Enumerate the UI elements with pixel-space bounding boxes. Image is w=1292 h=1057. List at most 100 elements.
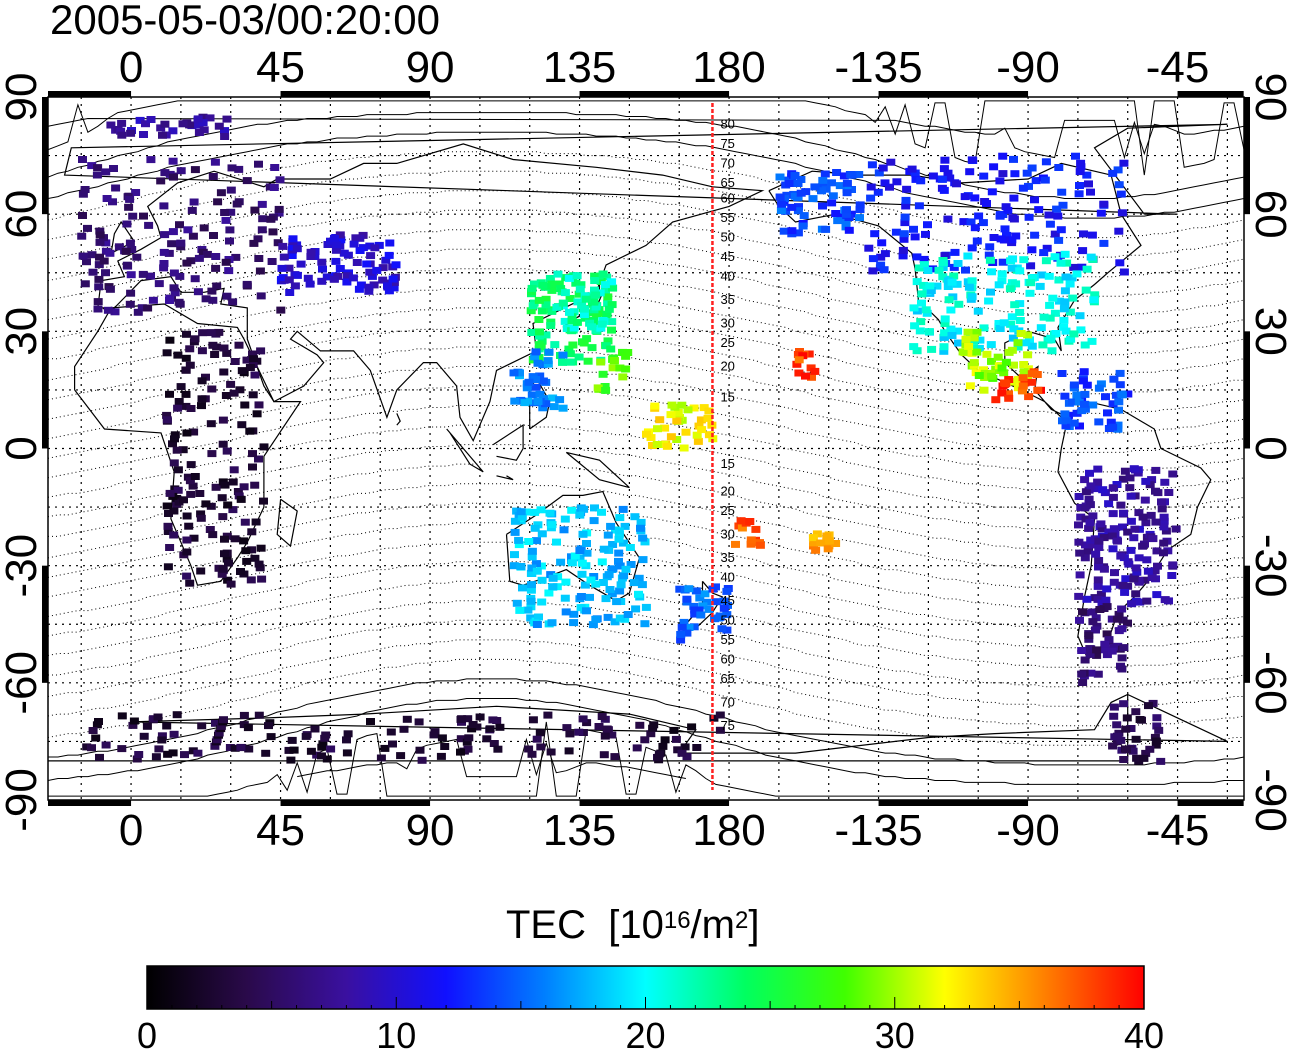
tec-cell [543,711,553,719]
tec-cell [597,320,607,328]
tec-cell [121,247,131,255]
tec-cell [1110,569,1119,577]
tec-cell [547,619,557,627]
tec-cell [676,636,686,644]
contour-labels: 8075706560555045403530252015152025303540… [720,116,734,732]
tec-cell [591,580,601,588]
tec-cell [587,323,596,331]
tec-cell [156,124,166,132]
tec-cell [580,305,589,313]
tec-cell [194,129,204,136]
tec-cell [266,733,276,741]
tec-cell [559,526,569,534]
lon-tick-bottom: -135 [835,806,923,855]
tec-cell [1093,485,1102,493]
tec-cell [928,265,938,273]
tec-cell [1082,595,1092,603]
tec-cell [1124,560,1134,568]
tec-cell [252,410,262,418]
tec-cell [342,278,352,286]
tec-cell [174,298,184,306]
tec-cell [138,270,148,278]
tec-cell [1009,361,1018,369]
tec-cell [310,725,320,733]
tec-cell [303,274,313,282]
tec-cell [223,576,233,584]
tec-cell [677,401,687,409]
tec-cell [1008,334,1018,342]
tec-cell [117,131,127,139]
tec-cell [790,192,800,200]
tec-cell [154,745,164,753]
tec-cell [1126,492,1136,500]
tec-cell [220,535,229,543]
tec-cell [939,165,949,173]
colorbar-title: TEC [1016/m2] [506,902,759,948]
tec-cell [593,384,603,392]
tec-cell [969,359,979,367]
tec-cell [164,249,174,257]
tec-cell [792,360,802,368]
tec-cell [239,537,249,545]
tec-cell [590,504,599,512]
tec-cell [993,353,1003,361]
tec-cell [95,253,104,261]
tec-cell [329,275,339,283]
bottom-bar [579,800,730,806]
tec-cell [1034,206,1044,214]
tec-cell [692,431,702,439]
tec-cell [1157,505,1167,513]
magnetic-contour [48,483,1244,571]
tec-cell [926,287,936,294]
tec-cell [510,551,519,559]
tec-cell [964,283,974,291]
magnetic-contour [48,268,1244,356]
tec-cell [167,240,177,248]
tec-cell [921,306,931,314]
tec-cell [916,177,926,185]
tec-cell [960,193,970,201]
tec-cell [949,272,959,280]
tec-cell [576,593,586,600]
tec-cell [83,224,92,232]
tec-cell [456,748,465,756]
tec-cell [207,385,217,393]
tec-cell [1047,347,1057,355]
tec-cell [662,442,672,450]
tec-cell [230,744,240,752]
tec-cell [198,119,208,127]
tec-cell [912,278,922,286]
tec-cell [596,358,606,366]
tec-cell [94,275,104,283]
tec-cell [1160,478,1170,486]
tec-cell [250,481,260,489]
tec-cell [666,433,676,441]
contour-label: 55 [720,210,734,225]
tec-cell [288,235,298,243]
tec-cell [1001,380,1011,388]
tec-cell [1116,190,1126,198]
tec-cell [1080,476,1090,484]
tec-cell [1023,331,1033,339]
tec-cell [579,311,589,319]
tec-cell [700,590,710,598]
tec-cell [696,611,706,619]
tec-cell [165,390,174,398]
tec-cell [910,322,920,330]
tec-cell [902,185,912,193]
tec-cell [168,228,178,236]
contour-label: 40 [720,569,734,584]
tec-cell [1142,597,1152,605]
tec-cell [195,490,205,497]
tec-cell [690,606,700,614]
tec-cell [274,209,284,217]
tec-cell [689,404,699,412]
tec-cell [538,404,548,412]
tec-cell [229,389,239,397]
tec-cell [126,271,136,279]
tec-cell [335,231,345,239]
tec-cell [669,726,679,734]
tec-cell [190,166,200,174]
tec-cell [384,287,394,295]
